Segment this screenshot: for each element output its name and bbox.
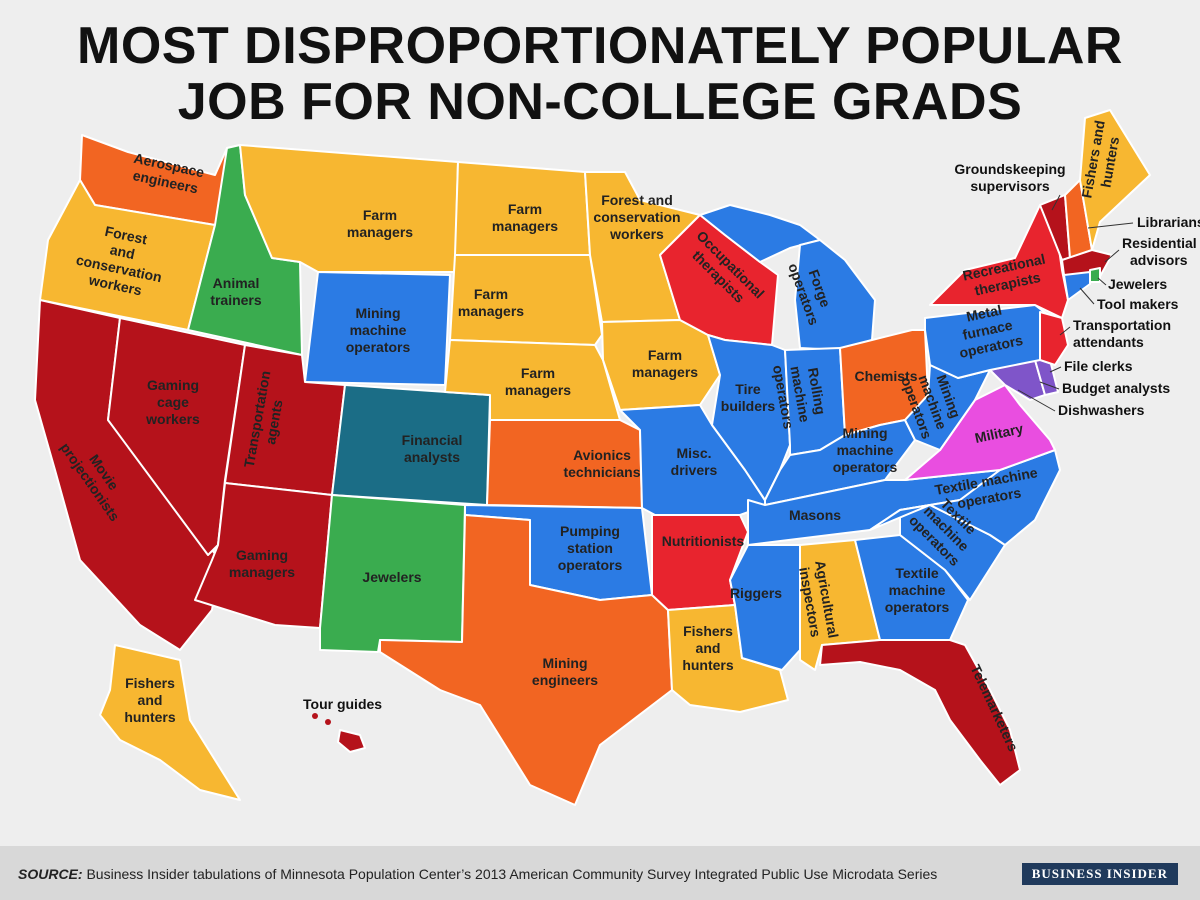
leader-de: [1049, 366, 1062, 373]
label-mo: Misc. drivers: [671, 445, 718, 478]
callout-md: Budget analysts: [1062, 380, 1170, 396]
label-ms: Riggers: [730, 585, 782, 601]
state-pa[interactable]: [924, 304, 1053, 379]
label-co: Financial analysts: [402, 432, 463, 465]
leader-ct: [1079, 287, 1095, 305]
label-tn: Masons: [789, 507, 841, 523]
us-map: Aerospaceengineers Forestandconservation…: [34, 109, 1200, 806]
leader-nh: [1087, 222, 1134, 229]
leader-ma: [1104, 249, 1120, 263]
leader-nj: [1059, 326, 1071, 336]
title-line-1: MOST DISPROPORTIONATELY POPULAR: [77, 17, 1123, 75]
callout-vt: Groundskeeping supervisors: [954, 161, 1065, 194]
state-fl[interactable]: [819, 639, 1021, 786]
leader-vt: [1051, 194, 1061, 211]
label-mt: Farm managers: [347, 207, 413, 240]
label-nv: Gaming cage workers: [145, 377, 200, 427]
leader-dc: [1017, 389, 1056, 412]
label-ne: Farm managers: [505, 365, 571, 398]
label-ky: Mining machine operators: [833, 425, 898, 475]
state-hi-island: [312, 713, 318, 719]
label-la: Fishers and hunters: [682, 623, 734, 673]
state-hi[interactable]: [337, 729, 366, 753]
label-il: Tire builders: [721, 381, 776, 414]
state-ak[interactable]: [99, 644, 241, 801]
callout-ri: Jewelers: [1108, 276, 1167, 292]
state-hi-island: [325, 719, 331, 725]
label-az: Gaming managers: [229, 547, 295, 580]
label-sd: Farm managers: [458, 286, 524, 319]
label-id: Animal trainers: [210, 275, 262, 308]
callout-ma: Residential advisors: [1122, 235, 1197, 268]
source-text: Business Insider tabulations of Minnesot…: [86, 866, 938, 882]
state-ri[interactable]: [1089, 267, 1101, 283]
label-hi: Tour guides: [303, 696, 382, 712]
state-mt[interactable]: [239, 144, 459, 273]
leader-md: [1039, 381, 1060, 390]
source-note: SOURCE: Business Insider tabulations of …: [18, 866, 937, 882]
callout-dc: Dishwashers: [1058, 402, 1145, 418]
label-nd: Farm managers: [492, 201, 558, 234]
state-sd[interactable]: [449, 254, 603, 346]
callout-nj: Transportation attendants: [1073, 317, 1171, 350]
label-ks: Avionics technicians: [563, 447, 640, 480]
label-ga: Textile machine operators: [885, 565, 950, 615]
state-ct[interactable]: [1063, 271, 1091, 301]
label-ia: Farm managers: [632, 347, 698, 380]
title-line-2: JOB FOR NON-COLLEGE GRADS: [177, 73, 1023, 131]
state-nc[interactable]: [869, 449, 1061, 546]
label-wy: Mining machine operators: [346, 305, 411, 355]
page-title: MOST DISPROPORTIONATELY POPULAR JOB FOR …: [0, 18, 1200, 130]
label-tx: Mining engineers: [532, 655, 598, 688]
callout-ct: Tool makers: [1097, 296, 1179, 312]
brand-logo: BUSINESS INSIDER: [1021, 863, 1178, 885]
state-ms[interactable]: [729, 544, 801, 671]
callout-nh: Librarians: [1137, 214, 1200, 230]
label-mn: Forest and conservation workers: [593, 192, 680, 242]
callout-de: File clerks: [1064, 358, 1133, 374]
label-oh: Chemists: [854, 368, 917, 384]
source-label: SOURCE:: [18, 866, 83, 882]
source-footer: SOURCE: Business Insider tabulations of …: [0, 846, 1200, 900]
label-ok: Pumping station operators: [558, 523, 623, 573]
leader-ri: [1097, 277, 1107, 286]
label-ar: Nutritionists: [662, 533, 745, 549]
state-tx[interactable]: [379, 514, 673, 806]
label-ak: Fishers and hunters: [124, 675, 176, 725]
label-nm: Jewelers: [362, 569, 421, 585]
